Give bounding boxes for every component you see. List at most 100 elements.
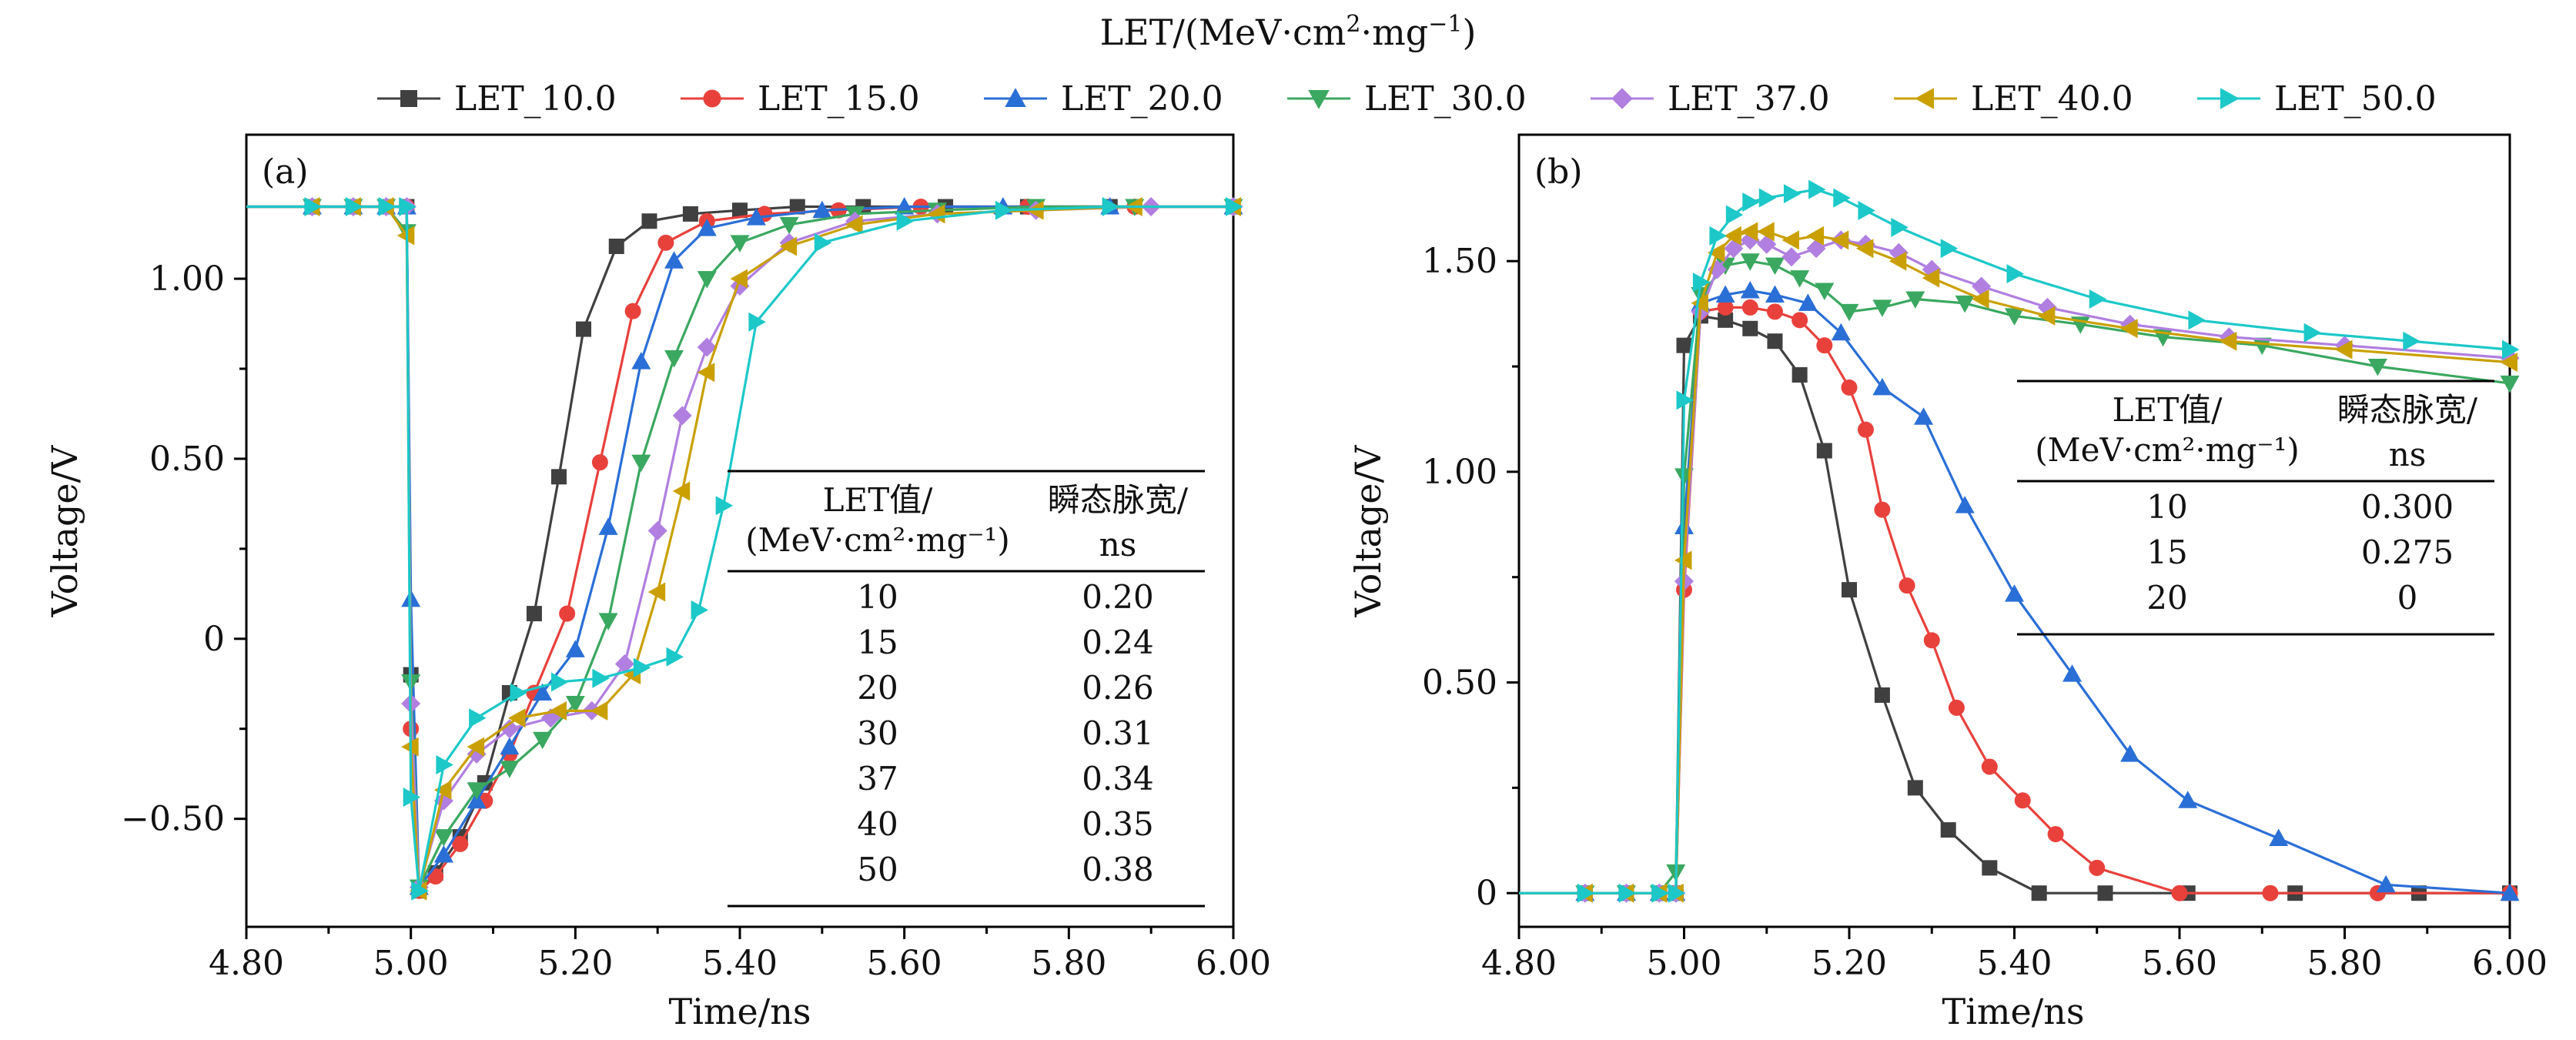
y-tick-label: 0.50 [1422,664,1497,703]
data-point [1858,201,1875,221]
x-tick-label: 5.20 [537,944,613,983]
data-point [2502,339,2520,359]
data-point [789,199,805,215]
data-point [576,321,592,337]
data-point [1707,242,1725,263]
data-point [2037,306,2056,326]
data-point [533,683,553,701]
legend-label: LET_20.0 [1061,79,1223,119]
legend-title: LET/(MeV·cm2·mg−1) [1100,11,1477,54]
data-point [2178,791,2198,808]
y-tick-label: 0 [1476,874,1497,913]
data-point [467,737,485,757]
data-point [1791,366,1808,383]
data-point [1766,303,1783,320]
data-point [608,238,624,254]
panel-b-label: (b) [1534,152,1583,192]
data-point [812,200,832,219]
data-point [1577,883,1595,903]
legend-marker [1915,88,1934,109]
panel-b-ylabel: Voltage/V [1347,445,1389,617]
data-point [2047,826,2064,843]
table-cell-width: 0.26 [1082,669,1154,707]
data-point [748,312,766,332]
data-point [1842,582,1857,598]
data-point [1891,217,1909,237]
data-point [1715,285,1735,303]
data-point [1741,299,1758,316]
panel-a-ylabel: Voltage/V [44,445,85,617]
y-tick-label: 0 [203,620,225,659]
table-cell-width: 0.300 [2361,488,2454,526]
legend-label: LET_37.0 [1668,79,1830,119]
data-point [1905,291,1925,309]
series-LET_50.0 [246,197,1243,901]
panel-b-table: LET值/(MeV·cm²·mg⁻¹) 瞬态脉宽/ns 10 0.300 15 0.275… [2017,380,2494,636]
legend-marker [400,90,417,107]
data-point [2031,885,2047,901]
legend-label: LET_15.0 [758,79,920,119]
data-point [2006,264,2024,284]
data-point [697,363,715,383]
data-point [1874,687,1890,703]
data-point [697,219,717,236]
data-point [1618,883,1636,903]
legend: LET/(MeV·cm2·mg−1) LET_10.0 LET_15.0 LET_2… [377,11,2437,119]
data-point [1724,226,1741,246]
data-point [508,708,526,728]
data-point [2500,353,2517,373]
data-point [697,271,717,289]
data-point [1857,421,1874,438]
data-point [1718,312,1734,328]
panel-b-ticks: 4.80 5.00 5.20 5.40 5.60 5.80 6.00 0 0.50 1.00 1.5… [1422,242,2548,983]
legend-item: LET_15.0 [681,79,920,119]
data-point [2089,859,2106,876]
data-point [2062,664,2083,682]
data-point [1815,283,1835,301]
data-point [624,303,641,319]
data-point [682,206,698,222]
data-point [550,672,569,692]
data-point [1981,758,1998,775]
table-header-width-unit: ns [2389,436,2427,473]
data-point [1758,188,1777,208]
data-point [647,582,666,602]
data-point [2014,792,2031,809]
panel-b: 4.80 5.00 5.20 5.40 5.60 5.80 6.00 0 0.50 1.00 1.5… [1347,133,2548,1032]
table-cell-let: 10 [857,578,898,616]
data-point [2005,584,2024,602]
data-point [1982,860,1998,876]
data-point [1874,501,1891,518]
legend-marker [703,89,721,108]
data-point [2403,331,2420,351]
data-point [1709,226,1727,246]
data-point [1948,699,1965,716]
data-point [411,881,429,901]
y-tick-label: 1.50 [1422,242,1497,281]
legend-item: LET_37.0 [1591,79,1830,119]
data-point [565,696,585,714]
data-point [1955,496,1975,513]
table-cell-width: 0.20 [1082,578,1154,616]
data-point [1914,407,1934,425]
x-tick-label: 5.00 [1647,944,1722,983]
data-point [1907,780,1923,796]
x-tick-label: 5.40 [1977,944,2052,983]
data-point [1742,320,1758,336]
data-point [2120,319,2138,339]
panel-b-xlabel: Time/ns [1942,991,2085,1032]
table-cell-let: 20 [2146,579,2187,617]
data-point [2500,883,2520,901]
data-point [631,454,651,473]
y-tick-label: 1.00 [1422,453,1497,492]
data-point [1765,257,1785,276]
data-point [500,737,520,755]
legend-item: LET_50.0 [2197,79,2437,119]
data-point [779,236,798,256]
data-point [1833,188,1851,208]
table-header-let-unit: (MeV·cm²·mg⁻¹) [745,521,1010,559]
data-point [433,780,452,800]
data-point [2500,375,2520,393]
data-point [1781,230,1799,250]
legend-marker [1611,88,1633,109]
